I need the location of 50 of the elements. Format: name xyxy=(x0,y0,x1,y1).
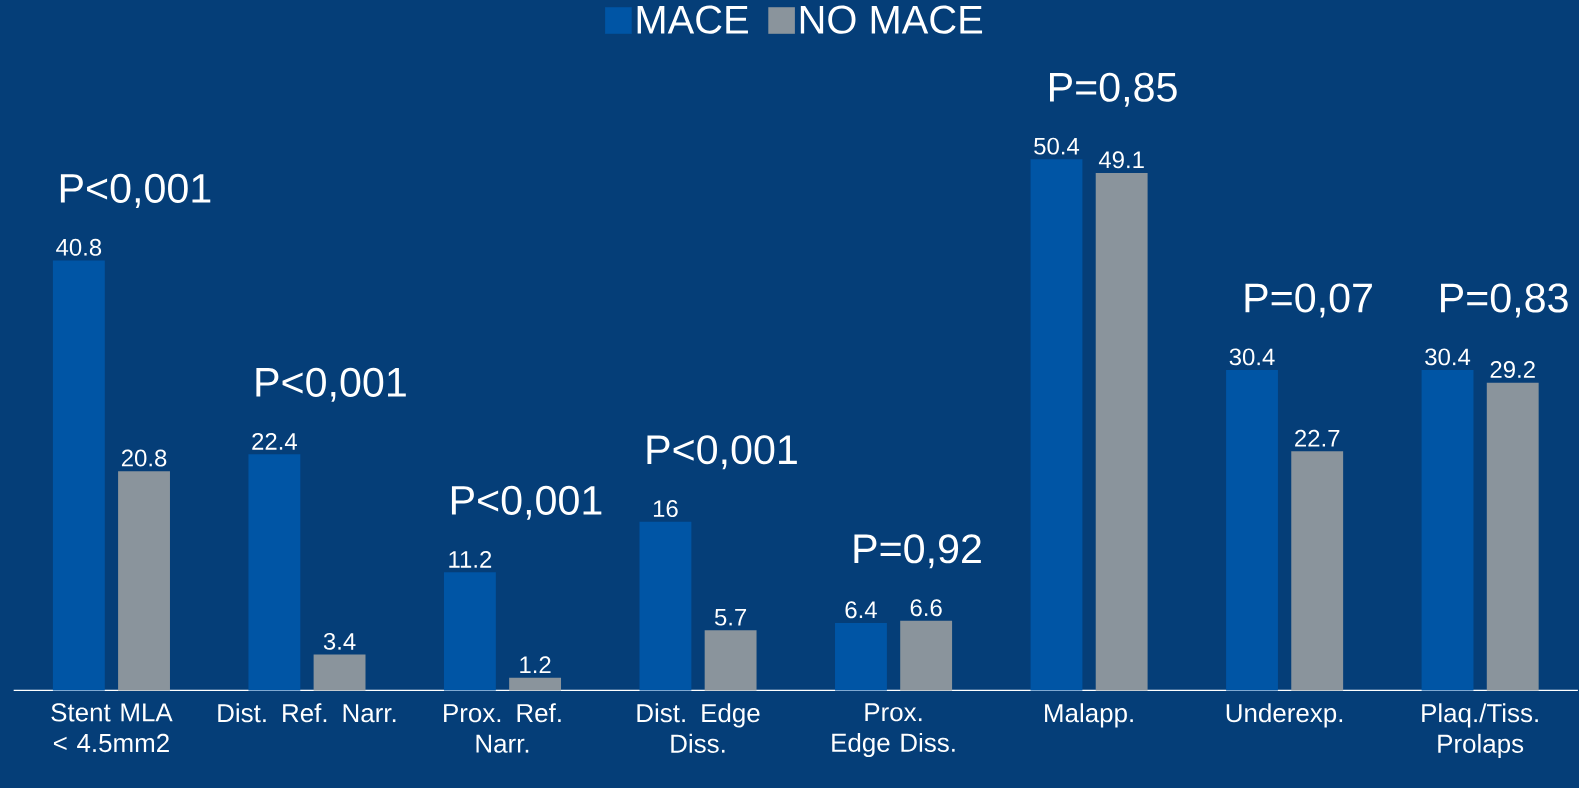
bar xyxy=(248,454,301,691)
annotation: P<0,001 xyxy=(647,435,797,470)
data-label: 30.4 xyxy=(1425,348,1471,366)
bar xyxy=(313,654,366,691)
legend-label: NO MACE xyxy=(800,5,983,34)
data-label: 30.4 xyxy=(1229,348,1275,366)
data-label: 11.2 xyxy=(449,550,492,568)
bar xyxy=(1421,369,1474,691)
bar xyxy=(1030,159,1083,691)
data-label: 6.6 xyxy=(910,599,942,617)
annotation: P=0,83 xyxy=(1441,283,1568,318)
data-label: 1.2 xyxy=(520,656,551,673)
x-tick-label: Malapp. xyxy=(1045,703,1133,728)
data-label: 22.7 xyxy=(1295,429,1340,447)
x-tick-label: Dist. Edge Diss. xyxy=(637,703,760,753)
annotation: P=0,92 xyxy=(854,534,981,569)
data-label: 16 xyxy=(653,500,678,518)
x-tick-label: Stent MLA < 4.5mm2 xyxy=(51,703,173,753)
x-tick-label: Plaq./Tiss. Prolaps xyxy=(1422,703,1538,758)
data-label: 50.4 xyxy=(1034,137,1080,155)
data-label: 6.4 xyxy=(845,601,877,619)
x-tick-label: Underexp. xyxy=(1226,703,1343,728)
bar xyxy=(900,620,953,691)
x-tick-label: Prox. Edge Diss. xyxy=(832,703,955,757)
bar xyxy=(1226,369,1278,691)
bar xyxy=(52,260,105,691)
bar xyxy=(509,677,562,691)
data-label: 20.8 xyxy=(121,449,167,467)
bar xyxy=(1291,451,1344,691)
x-tick-label: Dist. Ref. Narr. xyxy=(218,703,396,723)
data-label: 3.4 xyxy=(323,632,356,650)
annotation: P<0,001 xyxy=(256,367,406,402)
bar xyxy=(1095,172,1148,691)
bar xyxy=(835,622,887,691)
bar xyxy=(443,572,496,691)
annotation: P<0,001 xyxy=(451,485,602,520)
data-label: 5.7 xyxy=(714,608,747,626)
text: P=0,85 xyxy=(1050,72,1177,107)
x-tick-label: Prox. Ref. Narr. xyxy=(444,703,561,753)
data-label: 22.4 xyxy=(252,432,297,450)
data-label: 40.8 xyxy=(56,238,102,256)
annotation: P=0,07 xyxy=(1245,283,1372,318)
annotation: P<0,001 xyxy=(60,173,211,208)
bar xyxy=(118,471,170,691)
bar xyxy=(1486,382,1539,691)
legend-label: MACE xyxy=(637,5,748,34)
bar xyxy=(639,521,692,691)
bar xyxy=(704,630,757,691)
data-label: 29.2 xyxy=(1490,360,1535,378)
data-label: 49.1 xyxy=(1098,151,1144,169)
